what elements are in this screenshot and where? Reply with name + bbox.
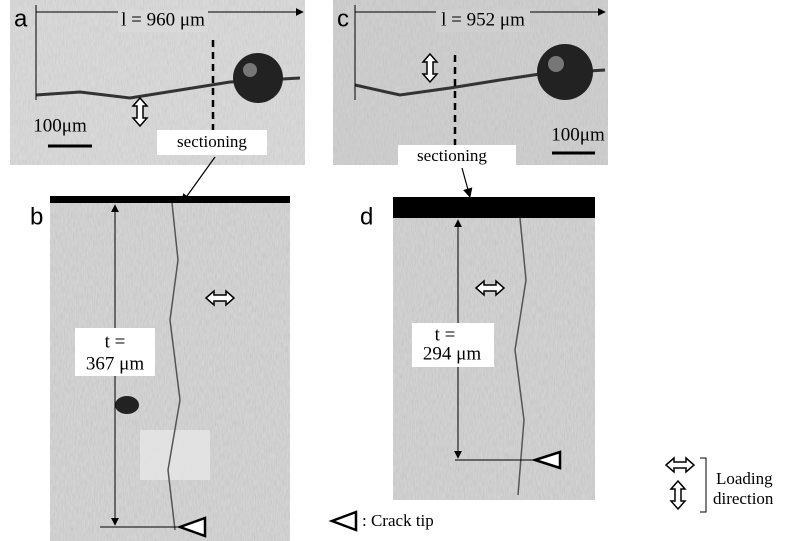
figure: l = 960 μm 100μm sectioning a l = 952 μm… bbox=[0, 0, 799, 541]
thickness-label: t = bbox=[105, 331, 126, 352]
panel-label: a bbox=[14, 5, 28, 32]
scale-label: 100μm bbox=[33, 115, 87, 136]
loading-legend: Loading bbox=[716, 469, 773, 488]
indent bbox=[537, 44, 593, 100]
panel-label: b bbox=[30, 203, 43, 230]
thickness-label: t = bbox=[435, 324, 456, 345]
length-label: l = 952 μm bbox=[441, 9, 525, 30]
section-label: sectioning bbox=[177, 132, 247, 151]
length-label: l = 960 μm bbox=[121, 9, 205, 30]
thickness-label: 367 μm bbox=[86, 353, 144, 374]
loading-legend: direction bbox=[713, 489, 774, 508]
panel-label: c bbox=[337, 5, 349, 32]
scale-label: 100μm bbox=[551, 124, 605, 145]
panel-label: d bbox=[360, 203, 373, 230]
thickness-label: 294 μm bbox=[423, 343, 481, 364]
section-label: sectioning bbox=[417, 146, 487, 165]
indent bbox=[233, 53, 283, 103]
crack-tip-legend: : Crack tip bbox=[362, 511, 434, 530]
